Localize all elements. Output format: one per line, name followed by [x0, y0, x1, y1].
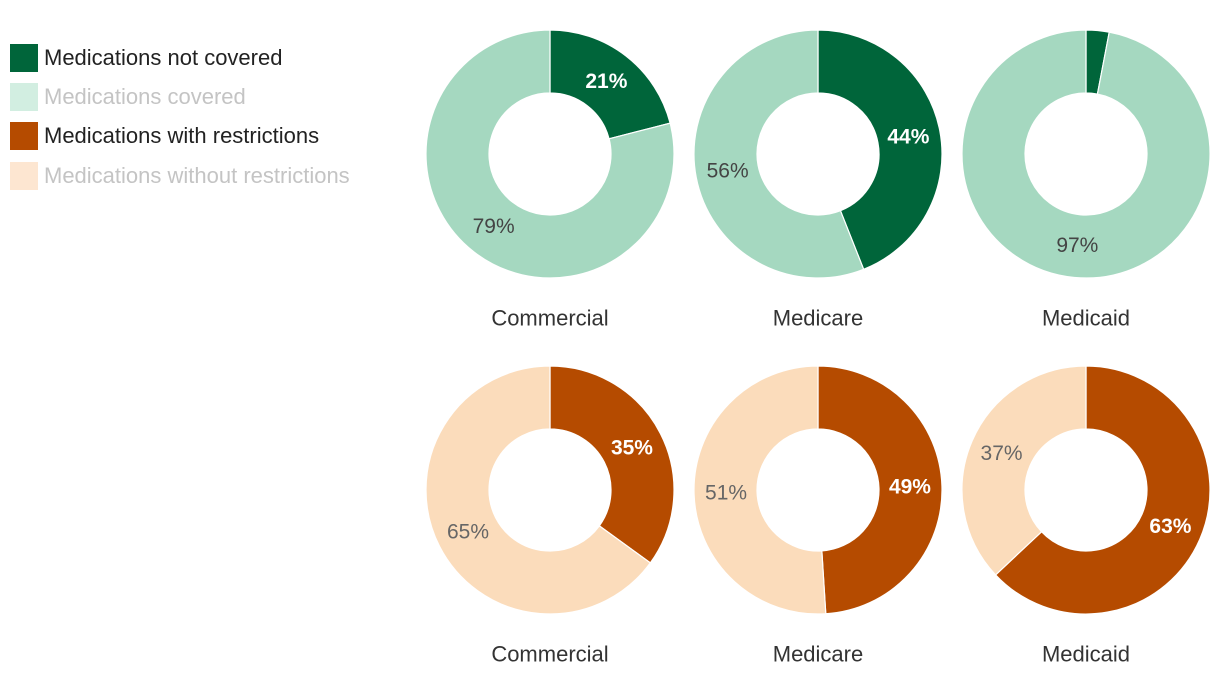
legend-label: Medications covered	[44, 83, 246, 109]
donut-slice[interactable]	[549, 29, 671, 140]
donut-medicare-row-2: 49% 51% Medicare	[693, 365, 943, 667]
donut-slice[interactable]	[425, 365, 652, 615]
donut-slice[interactable]	[994, 365, 1211, 615]
legend-item-with-restrictions[interactable]: Medications with restrictions	[10, 117, 350, 156]
slice-percent-label: 21%	[585, 70, 627, 93]
slice-percent-label: 65%	[447, 520, 489, 543]
legend-swatch	[10, 43, 38, 72]
legend-item-not-covered[interactable]: Medications not covered	[10, 38, 350, 77]
legend-item-without-restrictions[interactable]: Medications without restrictions	[10, 156, 350, 195]
donut-title: Medicaid	[1042, 306, 1130, 331]
donut-medicare-row-1: 44% 56% Medicare	[693, 29, 943, 331]
slice-percent-label: 63%	[1149, 515, 1191, 538]
donut-commercial-row-2: 35% 65% Commercial	[425, 365, 675, 667]
donut-slice[interactable]	[693, 29, 865, 279]
slice-percent-label: 35%	[611, 437, 653, 460]
donut-title: Medicare	[773, 306, 863, 331]
donut-commercial-row-1: 21% 79% Commercial	[425, 29, 675, 331]
donut-slice[interactable]	[961, 365, 1087, 576]
donut-slice[interactable]	[817, 29, 943, 271]
legend-item-covered[interactable]: Medications covered	[10, 77, 350, 116]
slice-percent-label: 51%	[705, 481, 747, 504]
donut-title: Medicaid	[1042, 642, 1130, 667]
slice-percent-label: 79%	[473, 215, 515, 238]
donut-slice[interactable]	[961, 29, 1211, 279]
donut-slice[interactable]	[549, 365, 675, 564]
legend-label: Medications with restrictions	[44, 123, 320, 149]
chart-legend: Medications not covered Medications cove…	[10, 38, 350, 195]
legend-label: Medications not covered	[44, 44, 283, 70]
slice-percent-label: 56%	[707, 160, 749, 183]
slice-percent-label: 37%	[981, 442, 1023, 465]
donut-title: Commercial	[491, 642, 608, 667]
donut-slice[interactable]	[817, 365, 943, 615]
donut-slice[interactable]	[425, 29, 675, 279]
donut-title: Commercial	[491, 306, 608, 331]
legend-swatch	[10, 161, 38, 190]
legend-label: Medications without restrictions	[44, 162, 350, 188]
slice-percent-label: 97%	[1056, 234, 1098, 257]
donut-title: Medicare	[773, 642, 863, 667]
donut-medicaid-row-2: 63% 37% Medicaid	[961, 365, 1211, 667]
legend-swatch	[10, 122, 38, 151]
legend-swatch	[10, 82, 38, 111]
slice-percent-label: 44%	[887, 125, 929, 148]
donut-medicaid-row-1: 97% Medicaid	[961, 29, 1211, 331]
donut-slice[interactable]	[693, 365, 827, 615]
slice-percent-label: 49%	[889, 476, 931, 499]
